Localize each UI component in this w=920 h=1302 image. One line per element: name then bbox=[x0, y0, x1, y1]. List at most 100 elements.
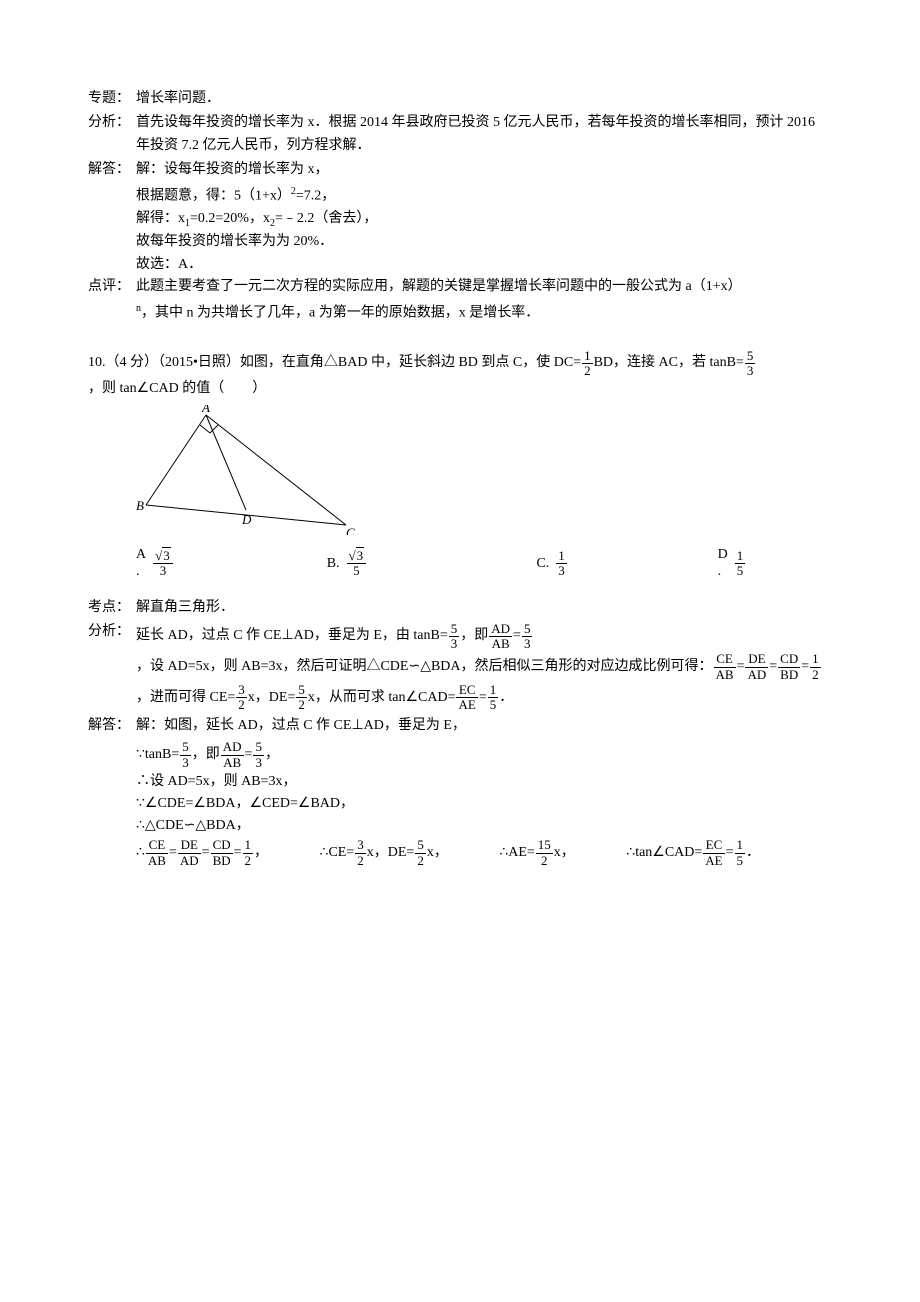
opt-a-frac: 3 3 bbox=[153, 549, 173, 579]
triangle-figure: ABCD bbox=[136, 405, 832, 543]
sv6f3: CDBD bbox=[211, 838, 233, 868]
s3b: =0.2=20%，x bbox=[190, 211, 270, 226]
an1f9n: 5 bbox=[296, 683, 307, 697]
an1f6n: CD bbox=[778, 652, 800, 666]
sv7f1n: 3 bbox=[355, 838, 366, 852]
an-content: 延长 AD，过点 C 作 CE⊥AD，垂足为 E，由 tanB= 53 ，即 A… bbox=[136, 621, 832, 713]
optB_label: B. bbox=[327, 553, 340, 575]
p2-solve: 解答： 解：如图，延长 AD，过点 C 作 CE⊥AD，垂足为 E， bbox=[88, 715, 832, 737]
p2-analysis: 分析： 延长 AD，过点 C 作 CE⊥AD，垂足为 E，由 tanB= 53 … bbox=[88, 621, 832, 713]
an-label: 分析： bbox=[88, 621, 136, 643]
p2-kp: 考点： 解直角三角形． bbox=[88, 597, 832, 619]
p1-solution: 解答： 解：设每年投资的增长率为 x， bbox=[88, 159, 832, 181]
sv6f1d: AB bbox=[146, 853, 168, 868]
sv6e: ， bbox=[254, 838, 268, 869]
sv6f1: CEAB bbox=[146, 838, 168, 868]
f1d: 2 bbox=[582, 363, 593, 378]
sv9f2d: 5 bbox=[735, 853, 746, 868]
sv2b: ，即 bbox=[192, 740, 220, 771]
an1f8: 32 bbox=[236, 683, 247, 713]
an1f5n: DE bbox=[745, 652, 768, 666]
an1f5: DEAD bbox=[745, 652, 768, 682]
sv6f4: 12 bbox=[243, 838, 254, 868]
sv7: ∴CE= 32 x，DE= 52 x， bbox=[272, 838, 448, 869]
an1f11n: 1 bbox=[488, 683, 499, 697]
sv5: ∴△CDE∽△BDA， bbox=[88, 815, 832, 837]
sv8f1n: 15 bbox=[536, 838, 553, 852]
optD_label: D bbox=[718, 547, 728, 564]
s3: 解得：x1=0.2=20%，x2=﹣2.2（舍去）， bbox=[88, 208, 832, 232]
optA_label: A bbox=[136, 547, 146, 564]
q10-stem: 10.（4 分）（2015•日照）如图，在直角△BAD 中，延长斜边 BD 到点… bbox=[88, 349, 832, 401]
sv2d: ， bbox=[265, 740, 279, 771]
sv3: ∴设 AD=5x，则 AB=3x， bbox=[88, 771, 832, 793]
sv8: ∴AE= 152 x， bbox=[451, 838, 574, 869]
an1l: ． bbox=[499, 683, 513, 714]
option-c: C. 1 3 bbox=[536, 547, 717, 581]
sv6: ∴ CEAB = DEAD = CDBD = 12 ， bbox=[88, 838, 268, 869]
stem-a: 10.（4 分）（2015•日照）如图，在直角△BAD 中，延长斜边 BD 到点… bbox=[88, 352, 581, 374]
stem-b: BD，连接 AC，若 tanB= bbox=[594, 352, 744, 374]
sv2f1: 53 bbox=[180, 740, 191, 770]
sv9f1d: AE bbox=[703, 853, 724, 868]
sv2f1d: 3 bbox=[180, 755, 191, 770]
sv9f2: 15 bbox=[735, 838, 746, 868]
sv7f2d: 2 bbox=[415, 853, 426, 868]
s4: 故每年投资的增长率为为 20%． bbox=[88, 231, 832, 253]
sv-label: 解答： bbox=[88, 715, 136, 737]
analysis-text: 首先设每年投资的增长率为 x．根据 2014 年县政府已投资 5 亿元人民币，若… bbox=[136, 112, 832, 157]
sv2f3: 53 bbox=[253, 740, 264, 770]
c1: 此题主要考查了一元二次方程的实际应用，解题的关键是掌握增长率问题中的一般公式为 … bbox=[136, 276, 832, 298]
c2: n，其中 n 为共增长了几年，a 为第一年的原始数据，x 是增长率． bbox=[88, 301, 832, 325]
an1e: = bbox=[737, 652, 745, 683]
optA_rad: 3 bbox=[162, 547, 171, 563]
stem-c: ，则 tan∠CAD 的值（ ） bbox=[88, 378, 266, 400]
f2d: 3 bbox=[745, 363, 756, 378]
option-b: B. 3 5 bbox=[327, 547, 537, 581]
sv8a: ∴AE= bbox=[499, 838, 534, 869]
sv9f1n: EC bbox=[703, 838, 724, 852]
an1f1: 53 bbox=[449, 622, 460, 652]
p1-topic: 专题： 增长率问题． bbox=[88, 88, 832, 110]
sv9: ∴tan∠CAD= ECAE = 15 ． bbox=[578, 838, 760, 869]
sv2: ∵tanB= 53 ，即 ADAB = 53 ， bbox=[88, 740, 279, 771]
an1f9d: 2 bbox=[296, 697, 307, 712]
an1f3d: 3 bbox=[522, 636, 533, 651]
opt-d-label: D. bbox=[718, 547, 728, 581]
frac-half: 12 bbox=[582, 349, 593, 379]
s1: 解：设每年投资的增长率为 x， bbox=[136, 159, 832, 181]
an1f11: 15 bbox=[488, 683, 499, 713]
svg-text:A: A bbox=[201, 405, 210, 415]
an1f8d: 2 bbox=[236, 697, 247, 712]
an1g: = bbox=[801, 652, 809, 683]
opt-a-label: A. bbox=[136, 547, 146, 581]
an1f4: CEAB bbox=[714, 652, 736, 682]
sv9c: ． bbox=[746, 838, 760, 869]
c1-text: 此题主要考查了一元二次方程的实际应用，解题的关键是掌握增长率问题中的一般公式为 … bbox=[136, 279, 742, 294]
sv6f1n: CE bbox=[146, 838, 168, 852]
sv8f1: 152 bbox=[536, 838, 553, 868]
sv2f3d: 3 bbox=[253, 755, 264, 770]
an1f10n: EC bbox=[456, 683, 477, 697]
sv8f1d: 2 bbox=[536, 853, 553, 868]
sv2c: = bbox=[245, 740, 253, 771]
sv8b: x， bbox=[554, 838, 575, 869]
s5: 故选：A． bbox=[88, 254, 832, 276]
p1-comment: 点评： 此题主要考查了一元二次方程的实际应用，解题的关键是掌握增长率问题中的一般… bbox=[88, 276, 832, 298]
kp-label: 考点： bbox=[88, 597, 136, 619]
sv7f1: 32 bbox=[355, 838, 366, 868]
an1f6: CDBD bbox=[778, 652, 800, 682]
svg-text:B: B bbox=[136, 498, 144, 513]
sv6f2n: DE bbox=[178, 838, 201, 852]
topic-text: 增长率问题． bbox=[136, 88, 832, 110]
p1-analysis: 分析： 首先设每年投资的增长率为 x．根据 2014 年县政府已投资 5 亿元人… bbox=[88, 112, 832, 157]
sv6f2d: AD bbox=[178, 853, 201, 868]
sv6f4n: 1 bbox=[243, 838, 254, 852]
an1f2d: AB bbox=[489, 636, 512, 651]
an1f7d: 2 bbox=[810, 667, 821, 682]
optB_rad: 3 bbox=[356, 547, 365, 563]
an1f10d: AE bbox=[456, 697, 477, 712]
an1h: ，进而可得 CE= bbox=[136, 683, 235, 714]
kp-text: 解直角三角形． bbox=[136, 597, 832, 619]
f2n: 5 bbox=[745, 349, 756, 363]
